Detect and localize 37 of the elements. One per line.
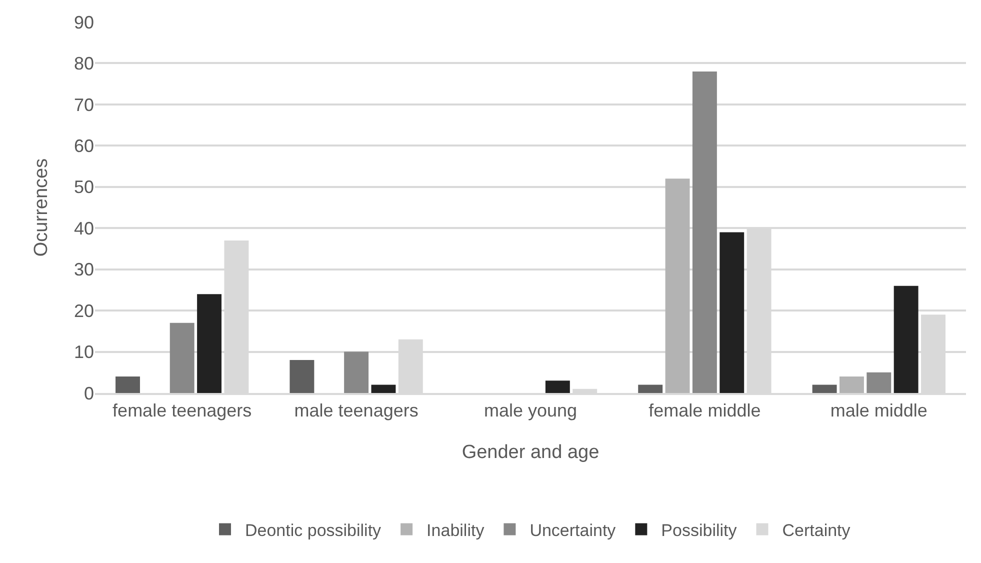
y-tick-label: 70 xyxy=(74,94,94,115)
bar xyxy=(665,178,690,393)
y-axis-title: Ocurrences xyxy=(31,158,52,257)
bar xyxy=(170,322,194,393)
bar xyxy=(545,380,570,393)
bar xyxy=(197,294,222,393)
bar xyxy=(344,352,369,393)
legend-label: Possibility xyxy=(661,520,738,540)
y-tick-label: 50 xyxy=(74,177,94,198)
bar xyxy=(812,384,837,393)
y-tick-label: 10 xyxy=(74,342,94,362)
bar xyxy=(638,384,663,393)
x-axis-title: Gender and age xyxy=(462,442,600,463)
y-tick-label: 40 xyxy=(74,218,94,238)
y-tick-label: 80 xyxy=(74,54,94,74)
y-tick-label: 60 xyxy=(74,136,94,156)
x-tick-label: male teenagers xyxy=(294,400,418,421)
x-tick-label: male young xyxy=(484,400,578,421)
bar xyxy=(866,372,892,393)
x-tick-label: male middle xyxy=(830,400,928,421)
x-tick-label: female middle xyxy=(648,400,761,421)
bar xyxy=(116,376,140,393)
bar xyxy=(720,232,744,393)
legend-label: Uncertainty xyxy=(530,520,616,540)
y-tick-label: 30 xyxy=(74,260,94,280)
legend-label: Inability xyxy=(426,520,485,540)
bar xyxy=(692,71,717,393)
y-tick-label: 90 xyxy=(74,12,94,32)
legend-label: Deontic possibility xyxy=(245,520,382,540)
bar xyxy=(290,360,314,393)
bar xyxy=(894,286,918,393)
bar xyxy=(371,384,396,393)
legend-label: Certainty xyxy=(782,520,851,540)
y-tick-label: 0 xyxy=(84,383,94,404)
y-tick-label: 20 xyxy=(74,300,94,321)
x-tick-label: female teenagers xyxy=(112,400,252,421)
bar xyxy=(840,376,864,393)
